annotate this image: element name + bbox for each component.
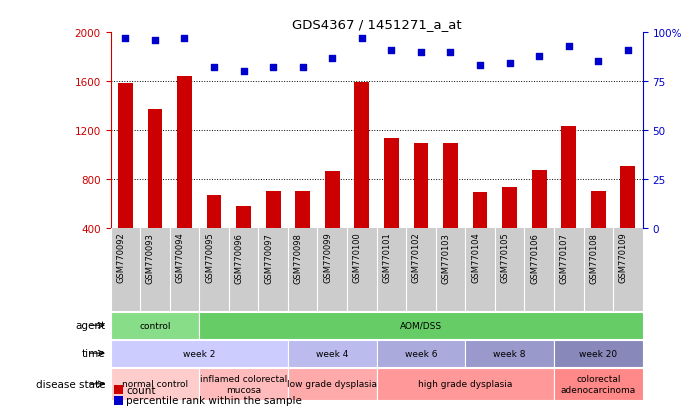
Text: time: time xyxy=(82,348,105,358)
Text: inflamed colorectal
mucosa: inflamed colorectal mucosa xyxy=(200,374,287,394)
Text: low grade dysplasia: low grade dysplasia xyxy=(287,380,377,388)
Point xyxy=(209,65,220,71)
Text: normal control: normal control xyxy=(122,380,188,388)
Title: GDS4367 / 1451271_a_at: GDS4367 / 1451271_a_at xyxy=(292,17,462,31)
Bar xyxy=(554,368,643,400)
Text: count: count xyxy=(126,385,156,395)
Text: GSM770100: GSM770100 xyxy=(353,232,362,283)
Text: GSM770098: GSM770098 xyxy=(294,232,303,283)
Point xyxy=(504,61,515,68)
Text: percentile rank within the sample: percentile rank within the sample xyxy=(126,395,303,405)
Point xyxy=(327,55,338,62)
Text: GSM770101: GSM770101 xyxy=(382,232,391,283)
Text: colorectal
adenocarcinoma: colorectal adenocarcinoma xyxy=(560,374,636,394)
Bar xyxy=(473,192,487,228)
Point xyxy=(445,49,456,56)
Point xyxy=(120,36,131,42)
Bar xyxy=(377,368,554,400)
Point xyxy=(533,53,545,60)
Text: GSM770107: GSM770107 xyxy=(560,232,569,283)
Bar xyxy=(199,368,288,400)
Point xyxy=(593,59,604,66)
Text: GSM770094: GSM770094 xyxy=(176,232,184,283)
Text: week 6: week 6 xyxy=(405,349,437,358)
Bar xyxy=(288,368,377,400)
Text: GSM770093: GSM770093 xyxy=(146,232,155,283)
Text: high grade dysplasia: high grade dysplasia xyxy=(418,380,513,388)
Text: GSM770105: GSM770105 xyxy=(500,232,509,283)
Text: week 20: week 20 xyxy=(579,349,617,358)
Bar xyxy=(207,195,221,228)
Bar xyxy=(295,191,310,228)
Point xyxy=(357,36,368,42)
Bar xyxy=(465,340,554,367)
Text: GSM770099: GSM770099 xyxy=(323,232,332,283)
Bar xyxy=(377,340,465,367)
Bar xyxy=(111,368,199,400)
Text: GSM770109: GSM770109 xyxy=(619,232,628,283)
Bar xyxy=(591,191,606,228)
Text: GSM770096: GSM770096 xyxy=(234,232,243,283)
Bar xyxy=(111,312,199,339)
Text: GSM770097: GSM770097 xyxy=(264,232,273,283)
Text: GSM770095: GSM770095 xyxy=(205,232,214,283)
Point xyxy=(386,47,397,54)
Bar xyxy=(502,188,517,228)
Point xyxy=(179,36,190,42)
Bar xyxy=(177,77,192,228)
Point xyxy=(563,43,574,50)
Bar xyxy=(384,139,399,228)
Text: GSM770102: GSM770102 xyxy=(412,232,421,283)
Point xyxy=(238,69,249,75)
Text: disease state: disease state xyxy=(36,379,105,389)
Point xyxy=(149,38,160,44)
Text: GSM770106: GSM770106 xyxy=(530,232,539,283)
Point xyxy=(297,65,308,71)
Bar xyxy=(288,340,377,367)
Point xyxy=(415,49,426,56)
Bar xyxy=(413,144,428,228)
Text: agent: agent xyxy=(75,320,105,330)
Bar xyxy=(325,172,340,228)
Text: week 8: week 8 xyxy=(493,349,526,358)
Bar xyxy=(443,144,458,228)
Point xyxy=(267,65,278,71)
Bar xyxy=(118,84,133,228)
Bar xyxy=(621,167,635,228)
Text: GSM770104: GSM770104 xyxy=(471,232,480,283)
Text: week 4: week 4 xyxy=(316,349,348,358)
Text: GSM770092: GSM770092 xyxy=(116,232,125,283)
Text: GSM770108: GSM770108 xyxy=(589,232,598,283)
Bar xyxy=(554,340,643,367)
Bar xyxy=(111,340,288,367)
Text: AOM/DSS: AOM/DSS xyxy=(400,321,442,330)
Bar xyxy=(532,171,547,228)
Bar xyxy=(354,83,369,228)
Bar xyxy=(266,191,281,228)
Bar xyxy=(199,312,643,339)
Point xyxy=(475,63,486,69)
Bar xyxy=(236,206,251,228)
Text: GSM770103: GSM770103 xyxy=(442,232,451,283)
Bar xyxy=(147,110,162,228)
Text: week 2: week 2 xyxy=(183,349,216,358)
Bar xyxy=(561,127,576,228)
Point xyxy=(623,47,634,54)
Text: control: control xyxy=(139,321,171,330)
